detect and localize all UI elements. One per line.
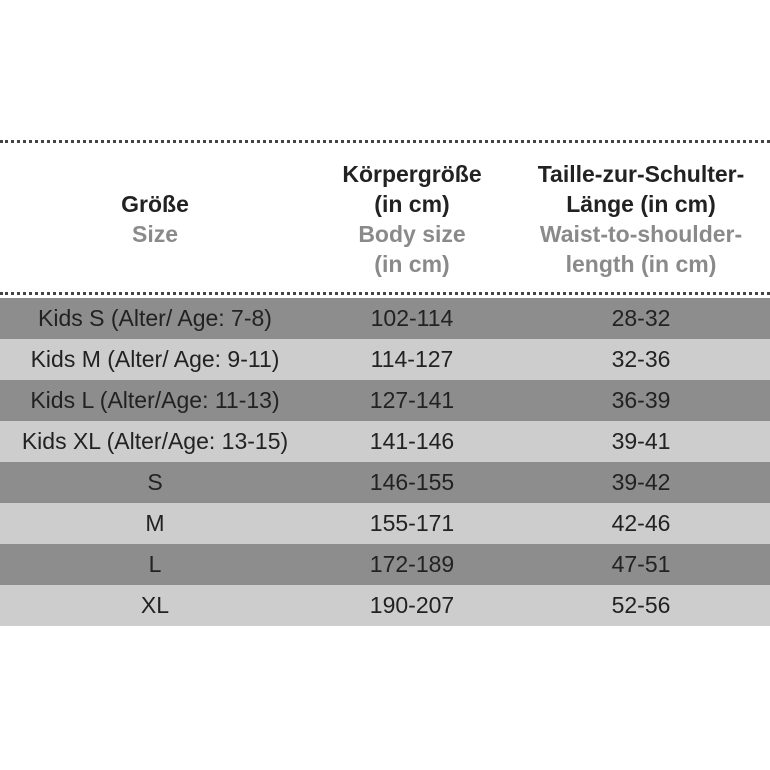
table-cell: 42-46 [611,510,671,536]
divider [0,140,770,143]
table-cell: 155-171 [369,510,455,536]
header-english: (in cm) [374,251,450,277]
table-cell: Kids XL (Alter/Age: 13-15) [21,428,289,454]
table-row: Kids XL (Alter/Age: 13-15) 141-146 39-41 [0,421,770,462]
table-cell: 102-114 [370,305,454,331]
table-cell: L [148,551,162,577]
column-header: Größe Size [0,145,310,293]
table-body: Kids S (Alter/ Age: 7-8) 102-114 28-32 Kids… [0,298,770,626]
table-cell: 127-141 [369,387,455,413]
column-header: Taille-zur-Schulter- Länge (in cm) Waist-t… [512,145,770,293]
header-german: Körpergröße [342,161,482,187]
table-row: XL 190-207 52-56 [0,585,770,626]
table-row: Kids M (Alter/ Age: 9-11) 114-127 32-36 [0,339,770,380]
header-english: length (in cm) [565,251,717,277]
header-english: Size [131,221,179,247]
header-english: Body size [358,221,466,247]
table-row: M 155-171 42-46 [0,503,770,544]
header-german: Größe [121,191,189,217]
table-cell: XL [140,592,170,618]
table-cell: M [145,510,165,536]
table-cell: 172-189 [369,551,455,577]
header-german: (in cm) [374,191,450,217]
table-cell: 32-36 [611,346,671,372]
header-german: Taille-zur-Schulter- [537,161,745,187]
table-cell: 190-207 [369,592,455,618]
table-cell: 39-42 [611,469,671,495]
table-cell: 28-32 [611,305,671,331]
table-cell: 146-155 [369,469,455,495]
column-header: Körpergröße (in cm) Body size (in cm) [312,145,512,293]
divider [0,292,770,295]
table-cell: 114-127 [370,346,454,372]
table-cell: Kids L (Alter/Age: 11-13) [30,387,280,413]
table-cell: 47-51 [611,551,671,577]
table-cell: 141-146 [369,428,455,454]
table-cell: 36-39 [611,387,671,413]
table-row: Kids L (Alter/Age: 11-13) 127-141 36-39 [0,380,770,421]
table-row: Kids S (Alter/ Age: 7-8) 102-114 28-32 [0,298,770,339]
header-german: Länge (in cm) [566,191,716,217]
table-cell: 39-41 [611,428,671,454]
table-row: L 172-189 47-51 [0,544,770,585]
table-row: S 146-155 39-42 [0,462,770,503]
table-cell: 52-56 [611,592,671,618]
table-cell: S [147,469,163,495]
table-cell: Kids M (Alter/ Age: 9-11) [30,346,280,372]
header-english: Waist-to-shoulder- [539,221,743,247]
table-cell: Kids S (Alter/ Age: 7-8) [38,305,272,331]
